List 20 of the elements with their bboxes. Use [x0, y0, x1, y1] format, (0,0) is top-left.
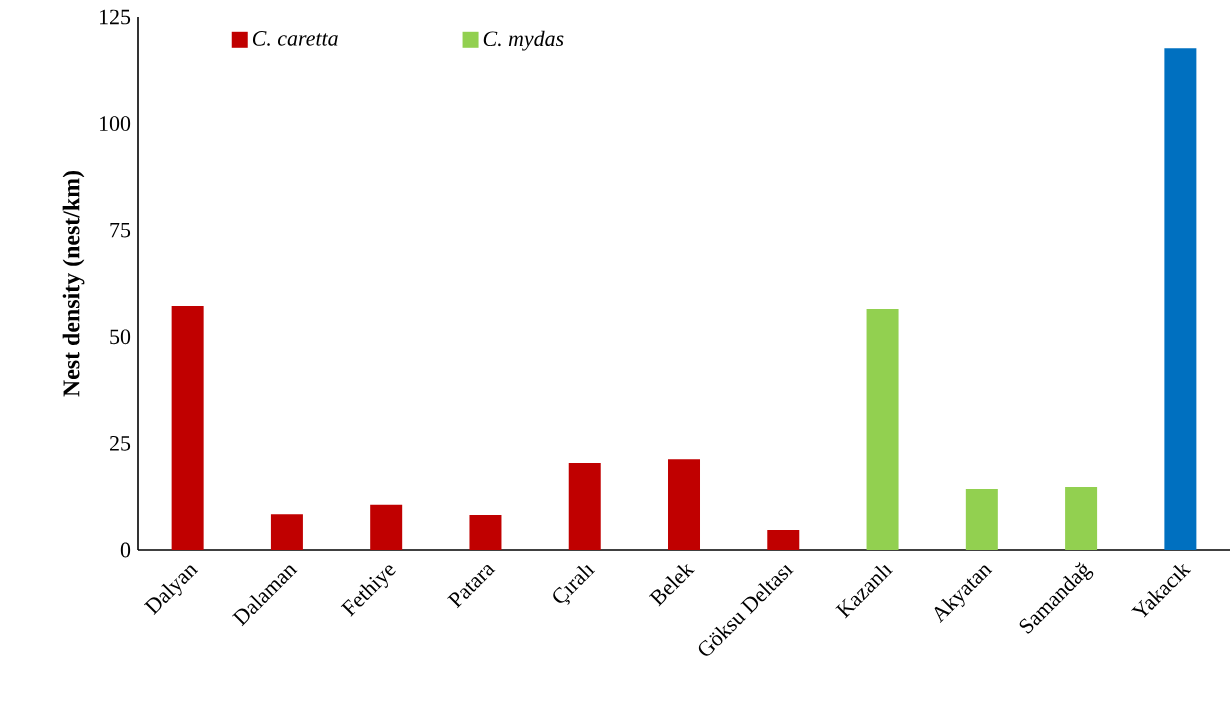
y-tick-label: 50: [110, 329, 131, 345]
y-tick-label: 75: [110, 222, 131, 238]
bar: [1065, 486, 1098, 550]
bar: [171, 306, 204, 550]
bar: [866, 309, 899, 550]
bar: [370, 504, 403, 550]
legend-label: C. caretta: [252, 31, 338, 46]
bar: [1164, 48, 1197, 550]
bar: [767, 529, 800, 550]
bar: [568, 463, 601, 550]
y-axis-title: Nest density (nest/km): [62, 171, 85, 397]
bar: [469, 515, 502, 550]
legend-label: C. mydas: [483, 30, 564, 51]
y-tick-label: 25: [110, 436, 131, 451]
y-tick-label: 100: [100, 116, 131, 131]
bar: [965, 489, 998, 550]
bar: [668, 459, 701, 550]
y-tick-label: 125: [100, 9, 131, 25]
y-tick-label: 0: [120, 542, 131, 558]
bar: [270, 514, 303, 550]
